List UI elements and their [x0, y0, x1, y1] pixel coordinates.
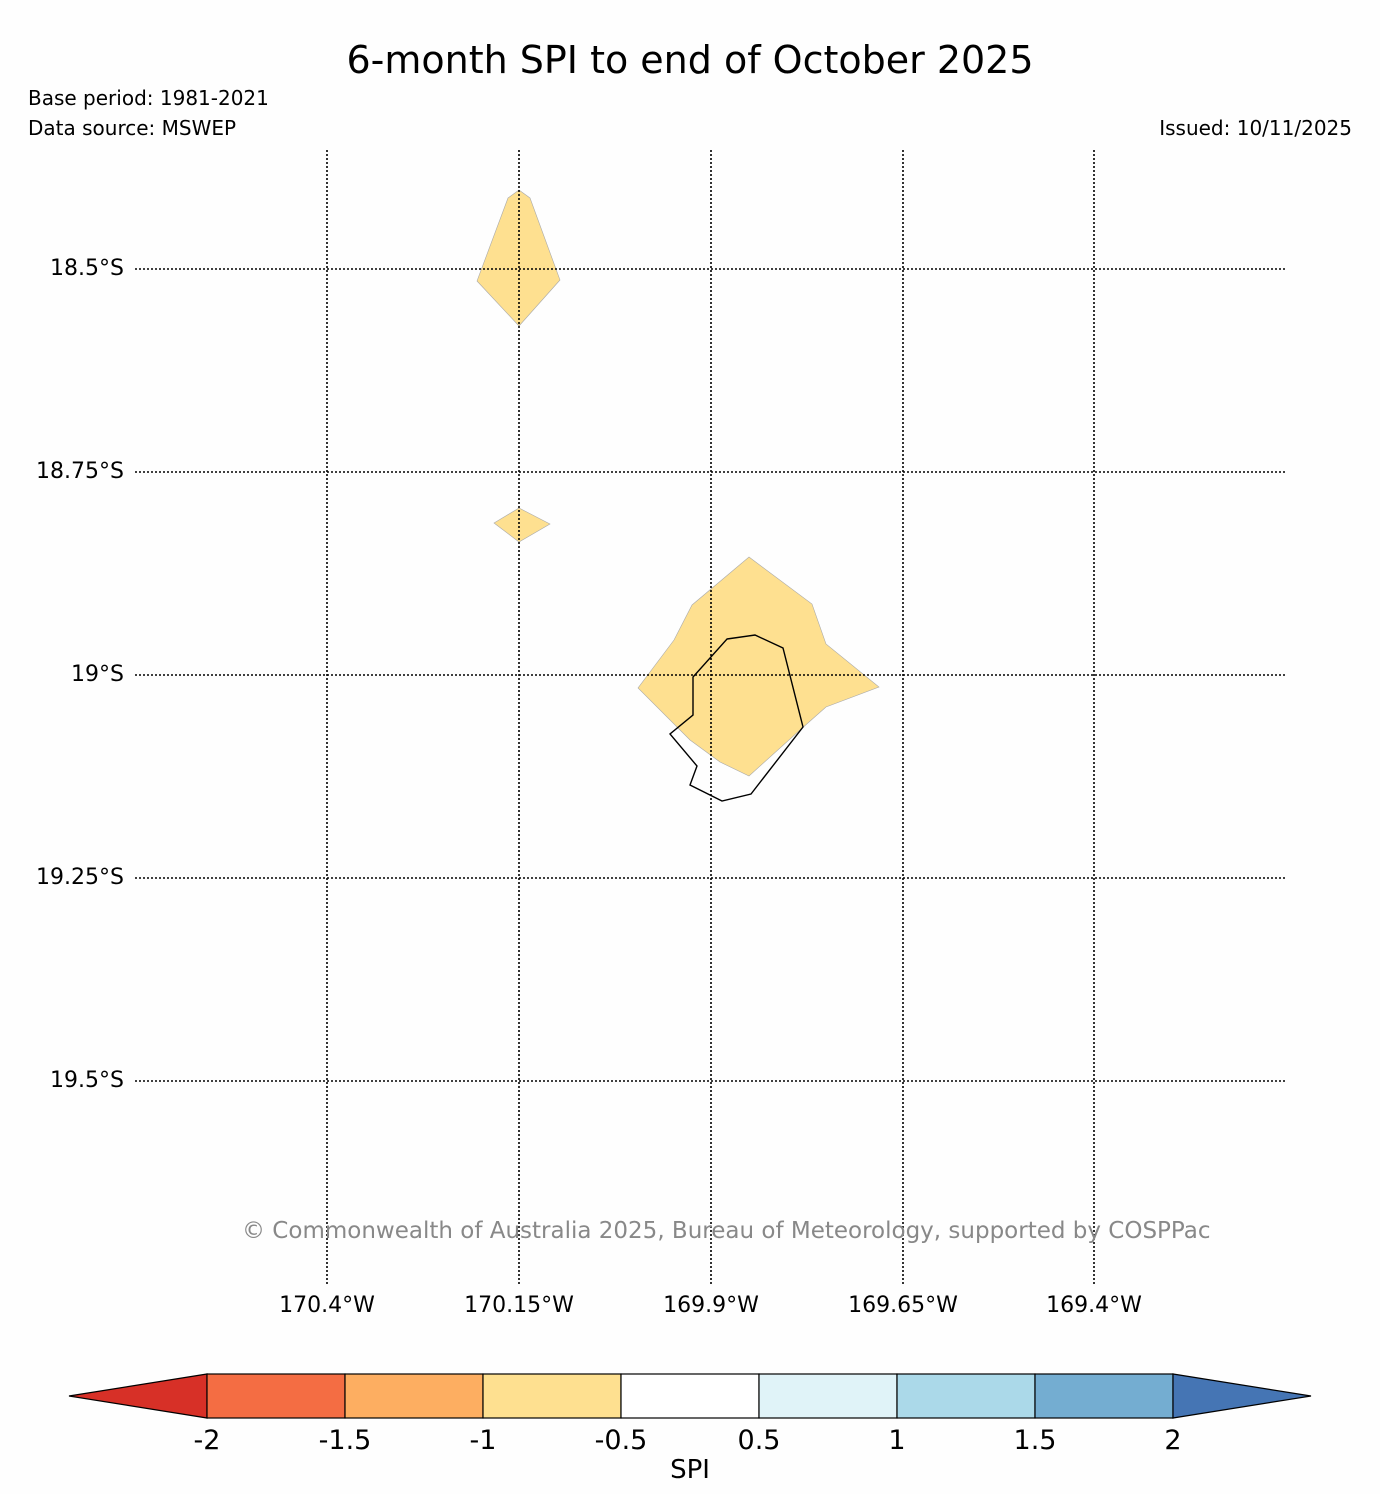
- colorbar-extend-high: [1172, 1373, 1312, 1419]
- colorbar-tick: -2: [193, 1425, 221, 1456]
- spi-area-niue: [637, 556, 880, 777]
- colorbar-extend-low: [68, 1373, 208, 1419]
- lon-label-169-65: 169.65°W: [848, 1293, 958, 1318]
- colorbar-tick: 1: [888, 1425, 906, 1456]
- lat-label-19-25: 19.25°S: [36, 865, 124, 890]
- lon-label-170-4: 170.4°W: [279, 1293, 375, 1318]
- colorbar-tick: 2: [1164, 1425, 1182, 1456]
- lat-label-19: 19°S: [71, 662, 124, 687]
- base-period-text: Base period: 1981-2021: [28, 86, 269, 110]
- spi-area-diamond: [493, 507, 551, 543]
- colorbar-label: SPI: [670, 1455, 710, 1485]
- lon-label-170-15: 170.15°W: [464, 1293, 574, 1318]
- issued-date-text: Issued: 10/11/2025: [1159, 116, 1352, 140]
- copyright-notice: © Commonwealth of Australia 2025, Bureau…: [242, 1218, 1211, 1244]
- colorbar-tick: -1.5: [318, 1425, 372, 1456]
- colorbar-segment: [482, 1373, 622, 1419]
- lat-label-19-5: 19.5°S: [50, 1068, 124, 1093]
- colorbar-segment: [620, 1373, 760, 1419]
- colorbar-segment: [206, 1373, 346, 1419]
- colorbar-tick: 0.5: [737, 1425, 781, 1456]
- colorbar-segment: [1034, 1373, 1174, 1419]
- colorbar-tick: 1.5: [1013, 1425, 1057, 1456]
- spi-map: [135, 150, 1285, 1285]
- lat-label-18-75: 18.75°S: [36, 459, 124, 484]
- map-title: 6-month SPI to end of October 2025: [346, 38, 1034, 82]
- lat-label-18-5: 18.5°S: [50, 256, 124, 281]
- data-source-text: Data source: MSWEP: [28, 116, 237, 140]
- spi-colorbar: [68, 1373, 1312, 1419]
- colorbar-segment: [344, 1373, 484, 1419]
- lon-label-169-4: 169.4°W: [1046, 1293, 1142, 1318]
- colorbar-segment: [758, 1373, 898, 1419]
- colorbar-segment: [896, 1373, 1036, 1419]
- colorbar-tick: -0.5: [594, 1425, 648, 1456]
- colorbar-tick: -1: [469, 1425, 497, 1456]
- niue-coastline: [669, 634, 804, 802]
- lon-label-169-9: 169.9°W: [663, 1293, 759, 1318]
